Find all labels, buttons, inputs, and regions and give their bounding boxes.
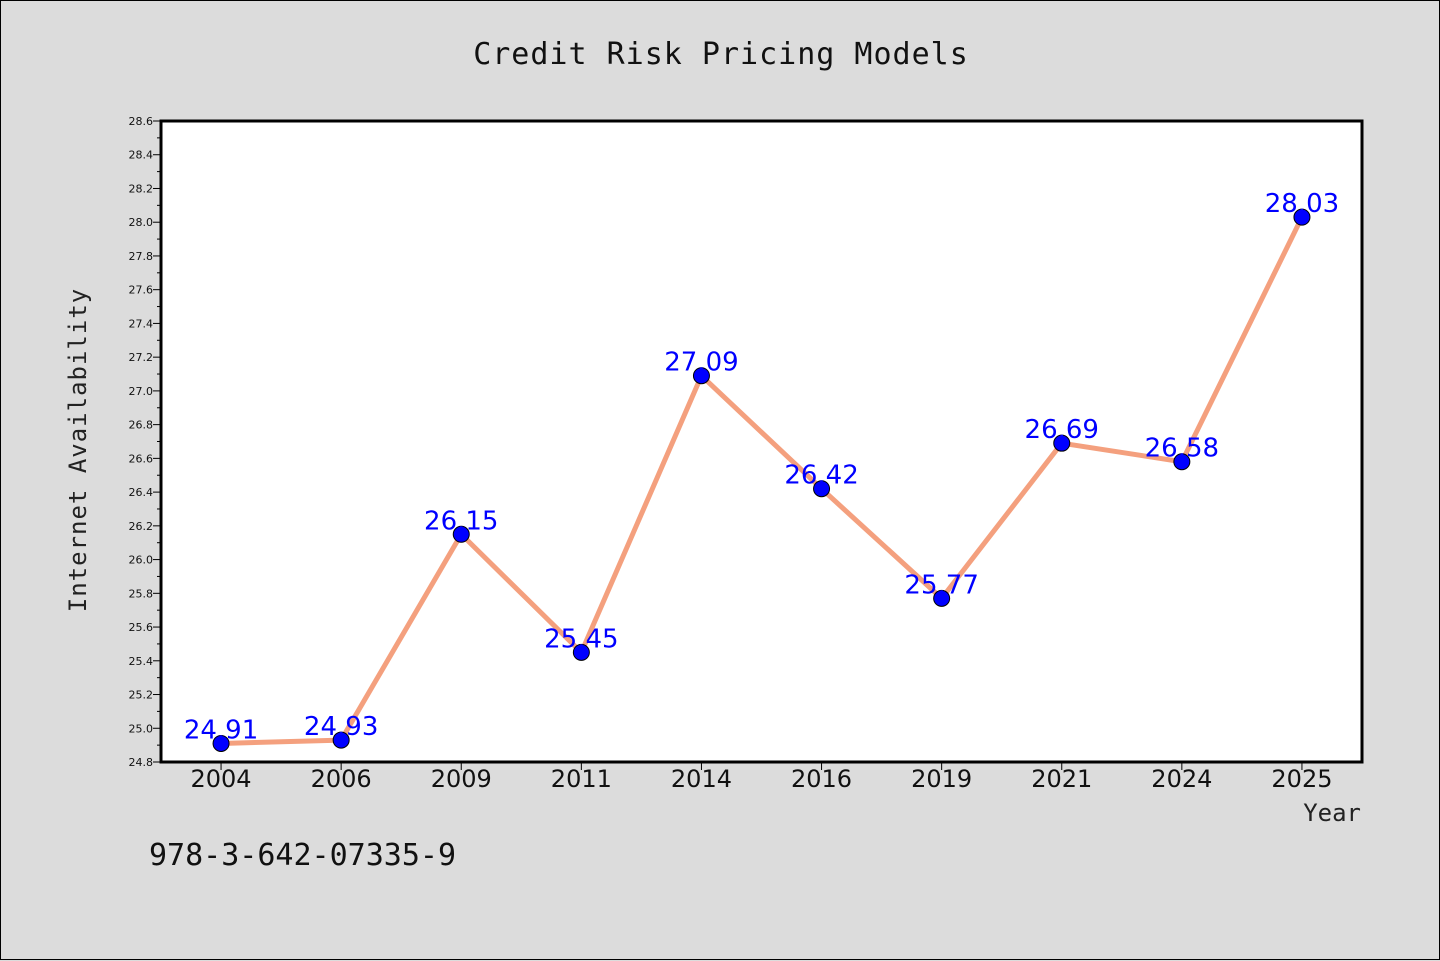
isbn-footer-text: 978-3-642-07335-9 <box>149 838 456 873</box>
x-tick-label: 2011 <box>551 765 612 793</box>
y-tick-label: 27.0 <box>129 385 154 398</box>
y-axis-label: Internet Availability <box>64 288 92 612</box>
x-tick-label: 2004 <box>191 765 252 793</box>
y-tick-label: 27.8 <box>129 250 154 263</box>
y-tick-label: 28.6 <box>129 115 154 128</box>
y-tick-label: 25.0 <box>129 722 154 735</box>
data-point <box>933 589 951 607</box>
chart-title: Credit Risk Pricing Models <box>473 37 969 72</box>
data-label: 25.77 <box>904 570 978 600</box>
x-axis-label: Year <box>1303 799 1361 827</box>
data-label: 26.42 <box>784 461 858 491</box>
data-point <box>332 731 350 749</box>
data-point <box>1173 453 1191 471</box>
x-tick-label: 2021 <box>1031 765 1092 793</box>
x-tick-label: 2025 <box>1271 765 1332 793</box>
data-label: 24.93 <box>304 712 378 742</box>
plot-area <box>159 119 1364 764</box>
y-tick-label: 26.8 <box>129 419 154 432</box>
series-line-group <box>218 214 1305 746</box>
data-label: 26.69 <box>1025 415 1099 445</box>
data-point <box>813 480 831 498</box>
y-tick-label: 26.6 <box>129 452 154 465</box>
y-axis: 24.8 25.0 25.2 25.4 25.6 25.8 26.0 26.2 26.4 26.6… <box>129 115 161 769</box>
data-point <box>692 367 710 385</box>
series-markers <box>212 208 1311 752</box>
x-axis: 2004 2006 2009 2011 2014 2016 2019 2021 2024 2025 <box>191 762 1332 793</box>
data-label: 25.45 <box>544 624 618 654</box>
y-tick-label: 28.0 <box>129 216 154 229</box>
y-tick-label: 25.6 <box>129 621 154 634</box>
y-tick-label: 28.4 <box>129 149 154 162</box>
y-tick-label: 28.2 <box>129 182 154 195</box>
x-tick-label: 2014 <box>671 765 732 793</box>
x-tick-label: 2019 <box>911 765 972 793</box>
x-tick-label: 2024 <box>1151 765 1212 793</box>
data-label: 24.91 <box>184 715 258 745</box>
y-tick-label: 27.6 <box>129 284 154 297</box>
data-point <box>1053 434 1071 452</box>
data-label: 26.58 <box>1145 434 1219 464</box>
series-line <box>218 214 1305 746</box>
x-tick-label: 2006 <box>311 765 372 793</box>
y-tick-label: 26.0 <box>129 554 154 567</box>
y-tick-label: 26.4 <box>129 486 154 499</box>
data-point <box>452 525 470 543</box>
x-tick-label: 2009 <box>431 765 492 793</box>
y-tick-label: 24.8 <box>129 756 154 769</box>
data-labels: 24.91 24.93 26.15 25.45 27.09 26.42 25.77 26.69… <box>184 189 1339 745</box>
data-label: 26.15 <box>424 506 498 536</box>
data-label: 28.03 <box>1265 189 1339 219</box>
x-tick-label: 2016 <box>791 765 852 793</box>
data-point <box>572 643 590 661</box>
y-tick-label: 26.2 <box>129 520 154 533</box>
y-tick-label: 25.2 <box>129 689 154 702</box>
data-label: 27.09 <box>664 348 738 378</box>
y-tick-label: 25.8 <box>129 587 154 600</box>
y-tick-label: 25.4 <box>129 655 154 668</box>
y-tick-label: 27.4 <box>129 317 154 330</box>
y-tick-label: 27.2 <box>129 351 154 364</box>
data-point <box>1293 208 1311 226</box>
data-point <box>212 734 230 752</box>
